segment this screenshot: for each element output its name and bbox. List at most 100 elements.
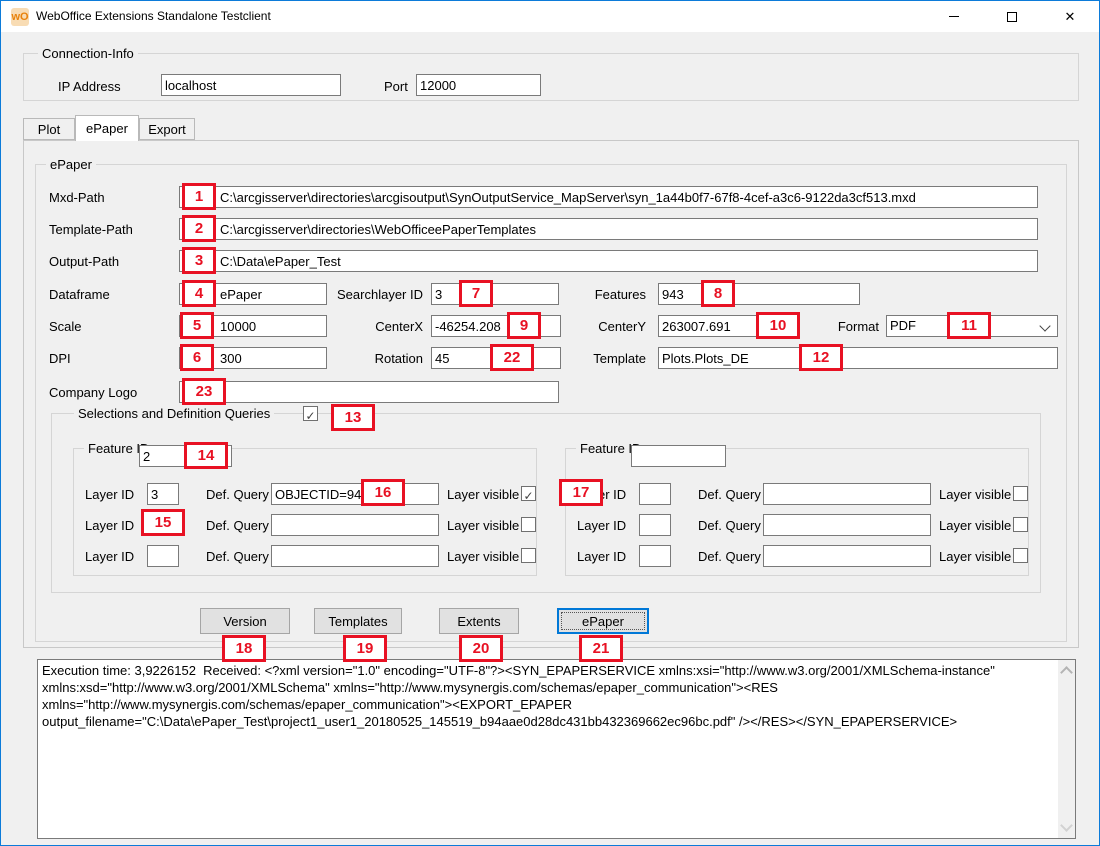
feature-id-label-left: Feature ID: [84, 441, 154, 456]
minimize-button[interactable]: [931, 1, 977, 32]
annotation-badge-5: 5: [180, 312, 214, 339]
annotation-badge-4: 4: [182, 280, 216, 307]
layer-visible-checkbox[interactable]: [521, 517, 536, 532]
app-icon: wO: [11, 8, 29, 26]
tab-export[interactable]: Export: [139, 118, 195, 140]
def-query-label: Def. Query: [206, 487, 269, 502]
annotation-badge-7: 7: [459, 280, 493, 307]
feature-id-input-right[interactable]: [631, 445, 726, 467]
layer-visible-label: Layer visible: [939, 487, 1012, 502]
layer-id-label: Layer ID: [85, 487, 135, 502]
searchlayer-id-input[interactable]: [431, 283, 559, 305]
template-path-input[interactable]: [179, 218, 1038, 240]
output-path-label: Output-Path: [49, 254, 120, 269]
company-logo-input[interactable]: [179, 381, 559, 403]
ip-address-input[interactable]: [161, 74, 341, 96]
annotation-badge-21: 21: [579, 635, 623, 662]
layer-visible-checkbox[interactable]: [1013, 517, 1028, 532]
def-query-input[interactable]: [271, 514, 439, 536]
annotation-badge-2: 2: [182, 215, 216, 242]
def-query-input[interactable]: [763, 483, 931, 505]
layer-visible-checkbox[interactable]: [521, 486, 536, 501]
annotation-badge-12: 12: [799, 344, 843, 371]
def-query-label: Def. Query: [206, 518, 269, 533]
templates-button[interactable]: Templates: [314, 608, 402, 634]
def-query-input[interactable]: [271, 545, 439, 567]
chevron-down-icon[interactable]: [1039, 320, 1051, 332]
annotation-badge-20: 20: [459, 635, 503, 662]
def-query-label: Def. Query: [698, 549, 761, 564]
mxd-path-input[interactable]: [179, 186, 1038, 208]
def-query-input[interactable]: [763, 545, 931, 567]
port-input[interactable]: [416, 74, 541, 96]
tab-plot[interactable]: Plot: [23, 118, 75, 140]
maximize-button[interactable]: [989, 1, 1035, 32]
vertical-scrollbar[interactable]: [1058, 660, 1075, 838]
annotation-badge-11: 11: [947, 312, 991, 339]
tab-epaper[interactable]: ePaper: [75, 115, 139, 141]
log-output-text: Execution time: 3,9226152 Received: <?xm…: [42, 663, 999, 729]
def-query-input[interactable]: [763, 514, 931, 536]
layer-id-input[interactable]: [147, 545, 179, 567]
dpi-input[interactable]: [179, 347, 327, 369]
connection-info-group: Connection-Info: [23, 46, 1079, 101]
layer-visible-checkbox[interactable]: [1013, 548, 1028, 563]
connection-info-group-label: Connection-Info: [38, 46, 138, 61]
chevron-up-icon[interactable]: [1060, 666, 1073, 679]
chevron-down-icon[interactable]: [1060, 819, 1073, 832]
annotation-badge-14: 14: [184, 442, 228, 469]
def-query-label: Def. Query: [698, 518, 761, 533]
extents-button[interactable]: Extents: [439, 608, 519, 634]
output-path-input[interactable]: [179, 250, 1038, 272]
layer-visible-checkbox[interactable]: [1013, 486, 1028, 501]
close-button[interactable]: ✕: [1047, 1, 1093, 32]
format-dropdown-value: PDF: [890, 318, 916, 333]
layer-id-input[interactable]: [147, 483, 179, 505]
annotation-badge-19: 19: [343, 635, 387, 662]
def-query-input[interactable]: [271, 483, 439, 505]
layer-visible-label: Layer visible: [447, 487, 520, 502]
mxd-path-label: Mxd-Path: [49, 190, 105, 205]
window-title: WebOffice Extensions Standalone Testclie…: [36, 9, 271, 23]
annotation-badge-3: 3: [182, 247, 216, 274]
port-label: Port: [384, 79, 408, 94]
minimize-icon: [949, 16, 959, 17]
layer-id-input[interactable]: [639, 483, 671, 505]
selections-checkbox[interactable]: [303, 406, 318, 421]
layer-id-input[interactable]: [639, 514, 671, 536]
layer-visible-checkbox[interactable]: [521, 548, 536, 563]
layer-visible-label: Layer visible: [939, 549, 1012, 564]
scale-input[interactable]: [179, 315, 327, 337]
annotation-badge-6: 6: [180, 344, 214, 371]
template-input[interactable]: [658, 347, 1058, 369]
layer-visible-label: Layer visible: [447, 518, 520, 533]
epaper-button[interactable]: ePaper: [557, 608, 649, 634]
layer-id-label: Layer ID: [85, 518, 135, 533]
layer-id-input[interactable]: [639, 545, 671, 567]
annotation-badge-18: 18: [222, 635, 266, 662]
epaper-group: ePaper: [35, 157, 1067, 642]
features-input[interactable]: [658, 283, 860, 305]
dpi-label: DPI: [49, 351, 71, 366]
dataframe-input[interactable]: [179, 283, 327, 305]
selections-group: Selections and Definition Queries: [51, 406, 1041, 593]
title-bar: wO WebOffice Extensions Standalone Testc…: [1, 1, 1099, 32]
annotation-badge-8: 8: [701, 280, 735, 307]
feature-id-label-right: Feature ID: [576, 441, 646, 456]
features-label: Features: [594, 287, 646, 302]
layer-id-label: Layer ID: [85, 549, 135, 564]
template-path-label: Template-Path: [49, 222, 133, 237]
selections-group-label: Selections and Definition Queries: [74, 406, 275, 421]
ip-address-label: IP Address: [58, 79, 121, 94]
annotation-badge-22: 22: [490, 344, 534, 371]
annotation-badge-16: 16: [361, 479, 405, 506]
scale-label: Scale: [49, 319, 82, 334]
version-button[interactable]: Version: [200, 608, 290, 634]
annotation-badge-23: 23: [182, 378, 226, 405]
annotation-badge-9: 9: [507, 312, 541, 339]
dataframe-label: Dataframe: [49, 287, 110, 302]
feature-id-group-right: Feature ID: [565, 441, 1029, 576]
log-output[interactable]: Execution time: 3,9226152 Received: <?xm…: [37, 659, 1076, 839]
feature-id-group-left: Feature ID: [73, 441, 537, 576]
